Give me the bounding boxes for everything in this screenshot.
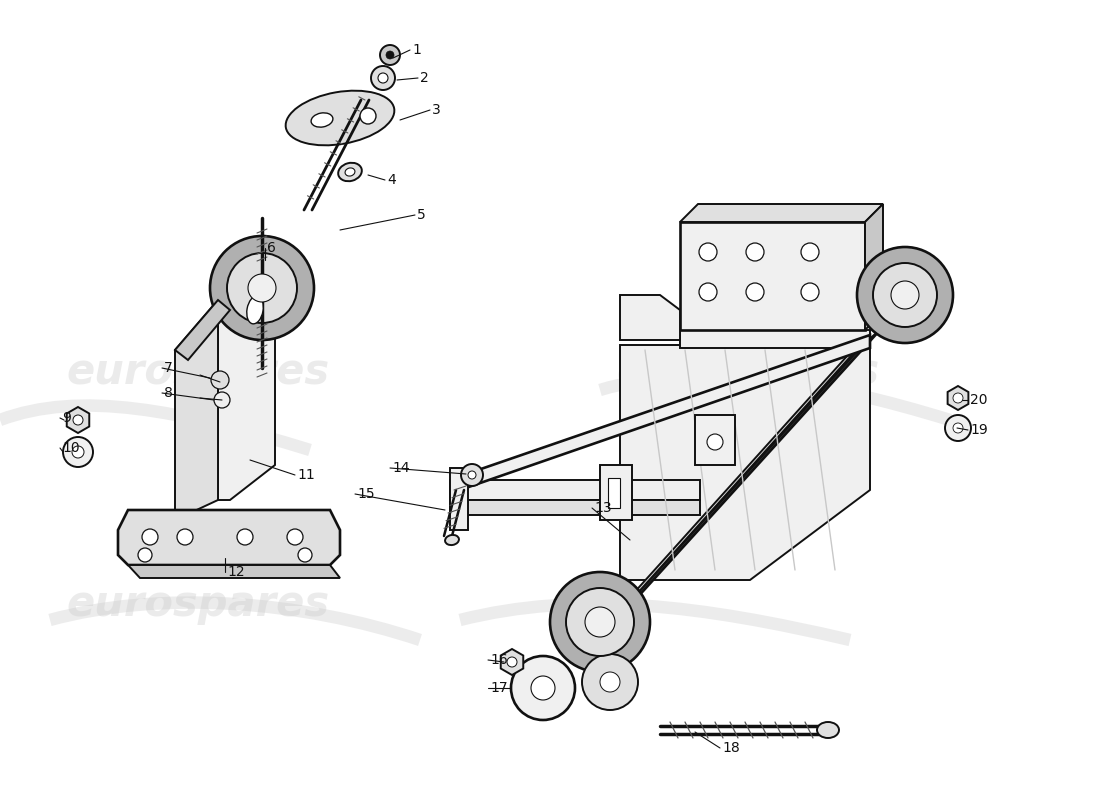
Circle shape bbox=[214, 392, 230, 408]
Circle shape bbox=[210, 236, 313, 340]
Text: eurospares: eurospares bbox=[66, 583, 329, 625]
Circle shape bbox=[360, 108, 376, 124]
Polygon shape bbox=[600, 465, 632, 520]
Text: eurospares: eurospares bbox=[66, 351, 329, 393]
Ellipse shape bbox=[311, 113, 333, 127]
Circle shape bbox=[142, 529, 158, 545]
Circle shape bbox=[63, 437, 94, 467]
Ellipse shape bbox=[446, 535, 459, 545]
Polygon shape bbox=[218, 275, 275, 500]
Circle shape bbox=[891, 281, 918, 309]
Circle shape bbox=[512, 656, 575, 720]
Circle shape bbox=[585, 607, 615, 637]
Polygon shape bbox=[680, 330, 870, 348]
Text: 12: 12 bbox=[227, 565, 244, 579]
Circle shape bbox=[227, 253, 297, 323]
Text: eurospares: eurospares bbox=[616, 351, 879, 393]
Text: 5: 5 bbox=[417, 208, 426, 222]
Circle shape bbox=[531, 676, 556, 700]
Bar bbox=[608, 478, 620, 508]
Circle shape bbox=[600, 672, 620, 692]
Circle shape bbox=[801, 243, 820, 261]
Text: 18: 18 bbox=[722, 741, 739, 755]
Ellipse shape bbox=[338, 162, 362, 182]
Text: 13: 13 bbox=[594, 501, 612, 515]
Circle shape bbox=[72, 446, 84, 458]
Ellipse shape bbox=[345, 168, 355, 176]
Circle shape bbox=[298, 548, 312, 562]
Circle shape bbox=[468, 471, 476, 479]
Circle shape bbox=[379, 45, 400, 65]
Circle shape bbox=[371, 66, 395, 90]
Circle shape bbox=[386, 51, 394, 59]
Polygon shape bbox=[615, 330, 880, 618]
Polygon shape bbox=[680, 204, 883, 222]
Circle shape bbox=[236, 529, 253, 545]
Ellipse shape bbox=[286, 90, 395, 146]
Circle shape bbox=[698, 243, 717, 261]
Circle shape bbox=[550, 572, 650, 672]
Text: 1: 1 bbox=[412, 43, 421, 57]
Ellipse shape bbox=[246, 296, 263, 324]
Text: 3: 3 bbox=[432, 103, 441, 117]
Polygon shape bbox=[947, 386, 968, 410]
Text: 15: 15 bbox=[358, 487, 375, 501]
Text: 7: 7 bbox=[164, 361, 173, 375]
Polygon shape bbox=[67, 407, 89, 433]
Circle shape bbox=[248, 274, 276, 302]
Polygon shape bbox=[695, 415, 735, 465]
Circle shape bbox=[746, 243, 764, 261]
Circle shape bbox=[707, 434, 723, 450]
Text: 19: 19 bbox=[970, 423, 988, 437]
Polygon shape bbox=[450, 480, 700, 500]
Circle shape bbox=[801, 283, 820, 301]
Polygon shape bbox=[118, 510, 340, 565]
Polygon shape bbox=[460, 335, 870, 490]
Polygon shape bbox=[175, 300, 230, 360]
Polygon shape bbox=[450, 500, 700, 515]
Polygon shape bbox=[605, 337, 868, 625]
Circle shape bbox=[698, 283, 717, 301]
Circle shape bbox=[287, 529, 303, 545]
Circle shape bbox=[378, 73, 388, 83]
Ellipse shape bbox=[817, 722, 839, 738]
Text: 8: 8 bbox=[164, 386, 173, 400]
Circle shape bbox=[138, 548, 152, 562]
Text: 6: 6 bbox=[267, 241, 276, 255]
Text: 4: 4 bbox=[387, 173, 396, 187]
Circle shape bbox=[873, 263, 937, 327]
Circle shape bbox=[177, 529, 192, 545]
Polygon shape bbox=[175, 300, 218, 520]
Polygon shape bbox=[450, 468, 468, 530]
Bar bbox=[680, 222, 865, 330]
Circle shape bbox=[945, 415, 971, 441]
Circle shape bbox=[73, 415, 82, 425]
Text: 20: 20 bbox=[970, 393, 988, 407]
Circle shape bbox=[507, 657, 517, 667]
Text: 16: 16 bbox=[490, 653, 508, 667]
Text: 2: 2 bbox=[420, 71, 429, 85]
Circle shape bbox=[857, 247, 953, 343]
Polygon shape bbox=[620, 345, 870, 580]
Circle shape bbox=[566, 588, 634, 656]
Text: 9: 9 bbox=[62, 411, 70, 425]
Circle shape bbox=[953, 393, 962, 403]
Circle shape bbox=[582, 654, 638, 710]
Text: 11: 11 bbox=[297, 468, 315, 482]
Polygon shape bbox=[128, 565, 340, 578]
Text: 10: 10 bbox=[62, 441, 79, 455]
Circle shape bbox=[211, 371, 229, 389]
Polygon shape bbox=[620, 295, 680, 340]
Text: 17: 17 bbox=[490, 681, 507, 695]
Circle shape bbox=[953, 423, 962, 433]
Circle shape bbox=[461, 464, 483, 486]
Circle shape bbox=[746, 283, 764, 301]
Polygon shape bbox=[865, 204, 883, 330]
Text: 14: 14 bbox=[392, 461, 409, 475]
Polygon shape bbox=[500, 649, 524, 675]
